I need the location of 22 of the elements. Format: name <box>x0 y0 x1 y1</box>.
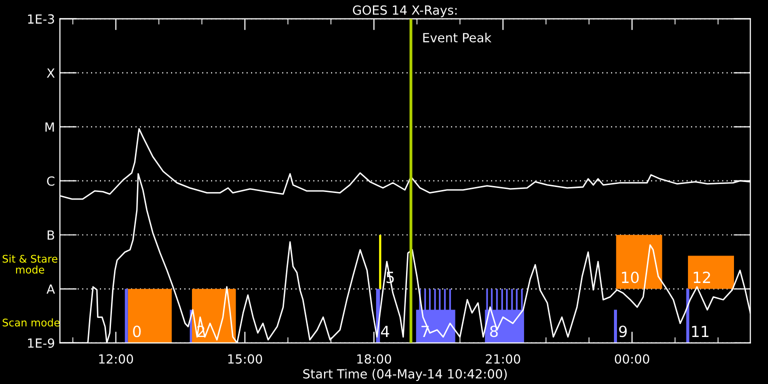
annotation: 10 <box>622 272 639 284</box>
x-tick-label: 15:00 <box>228 354 262 364</box>
annotation: 12 <box>694 272 710 283</box>
chart-title: GOES 14 X-Rays: <box>352 5 457 18</box>
y-tick-label: 1E-9 <box>28 338 54 348</box>
x-tick-label: 21:00 <box>486 354 520 364</box>
annotation: 9 <box>619 326 627 338</box>
y-tick-label: M <box>45 122 54 132</box>
x-axis-title: Start Time (04-May-14 10:42:00) <box>303 368 507 381</box>
x-tick-label: 18:00 <box>357 354 392 364</box>
y-tick-label: 1E-3 <box>28 14 54 24</box>
y-tick-label: C <box>47 176 54 186</box>
annotation: 0 <box>133 326 141 338</box>
annotation: 4 <box>380 326 390 337</box>
y-tick-label: A <box>46 284 55 294</box>
annotation: 11 <box>692 326 708 337</box>
text: Sit & Stare mode <box>2 254 58 274</box>
x-tick-label: 12:00 <box>99 354 134 364</box>
x-tick-label: 00:00 <box>614 354 650 364</box>
y-tick-label: X <box>46 68 55 78</box>
y-tick-label: B <box>48 230 54 240</box>
ref-line-label: Event Peak <box>423 32 492 42</box>
